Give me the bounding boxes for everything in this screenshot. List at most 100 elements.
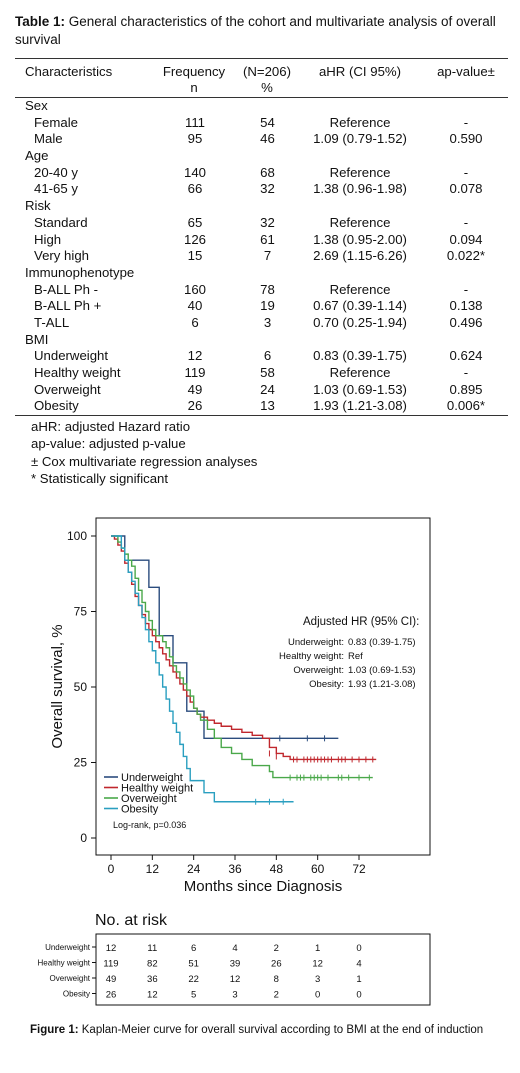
risk-value: 0 [356,990,361,1001]
table-row: 20-40 y 140 68 Reference - [15,165,508,182]
table-note: ± Cox multivariate regression analyses [31,453,258,469]
table-cell: 0.590 [449,131,483,147]
characteristics-table: Characteristics Frequency n (N=206) % aHR (… [15,58,508,417]
table-cell: 2.69 (1.15-6.26) [313,248,407,264]
risk-value: 8 [274,974,279,985]
table-cell: 0.83 (0.39-1.75) [313,348,407,364]
x-tick-label: 60 [311,862,325,876]
table-category-row: Immunophenotype [15,265,508,282]
risk-value: 4 [232,943,237,954]
risk-value: 0 [315,990,320,1001]
risk-value: 12 [106,943,117,954]
risk-value: 22 [188,974,199,985]
table-cell: 1.09 (0.79-1.52) [313,131,407,147]
risk-value: 11 [147,943,157,954]
table-row: Very high 15 7 2.69 (1.15-6.26) 0.022* [15,248,508,265]
table-row: Overweight 49 24 1.03 (0.69-1.53) 0.895 [15,382,508,399]
risk-value: 36 [147,974,158,985]
table-row: Male 95 46 1.09 (0.79-1.52) 0.590 [15,131,508,148]
x-tick-label: 0 [108,862,115,876]
table-category-row: Sex [15,98,508,115]
logrank-annotation: Log-rank, p=0.036 [113,820,186,830]
table-cell: Underweight [34,348,109,364]
table-cell: 6 [191,314,199,330]
risk-value: 4 [356,959,361,970]
table-cell: 0.496 [449,314,483,330]
table-cell: 1.38 (0.96-1.98) [313,181,407,197]
table-cell: B-ALL Ph + [34,298,102,314]
hr-value: 0.83 (0.39-1.75) [348,637,416,648]
legend-label: Overweight [121,793,177,805]
risk-title: No. at risk [95,912,168,929]
risk-value: 0 [356,943,361,954]
table-cell: 6 [263,348,272,364]
table-row: T-ALL 6 3 0.70 (0.25-1.94) 0.496 [15,315,508,332]
risk-value: 49 [106,974,117,985]
table-cell: 58 [260,365,275,380]
hr-value: 1.93 (1.21-3.08) [348,679,416,690]
table-cell: Reference [329,164,391,180]
hr-label: Overweight: [293,665,344,676]
table-cell: 160 [183,281,206,297]
table-note: ap-value: adjusted p-value [31,436,186,452]
table-body: Sex Female 111 54 Reference - Male 95 46 1.09 (0.… [15,98,508,415]
legend-label: Obesity [121,804,159,816]
table-cell: 61 [260,231,275,247]
table-row: Obesity 26 13 1.93 (1.21-3.08) 0.006* [15,398,508,415]
table-cell: 32 [260,214,275,230]
legend-label: Underweight [121,772,183,784]
y-tick-label: 75 [74,605,88,619]
table-cell: Reference [329,214,391,230]
table-cell: - [463,114,469,130]
risk-value: 5 [191,990,196,1001]
table-header-1: Frequency n [162,64,226,95]
km-curve-obesity [111,535,294,803]
figure-caption: Figure 1: Kaplan-Meier curve for overall… [30,1023,500,1038]
y-tick-label: 50 [74,680,88,694]
table-cell: 0.022* [446,248,486,264]
table-row: Underweight 12 6 0.83 (0.39-1.75) 0.624 [15,348,508,365]
table-cell: Risk [25,198,51,214]
y-axis-label: Overall survival, % [49,624,66,748]
risk-value: 12 [312,959,323,970]
x-tick-label: 72 [352,862,366,876]
table-cell: 0.138 [449,298,483,314]
y-tick-label: 0 [80,831,87,845]
table-cell: Male [34,131,63,147]
table-row: Female 111 54 Reference - [15,115,508,132]
table-cell: - [463,281,469,297]
table-cell: 49 [187,381,203,397]
table-cell: 3 [263,314,272,330]
risk-row-label: Overweight [50,974,91,983]
table-cell: 95 [187,131,203,147]
table-row: Healthy weight 119 58 Reference - [15,365,508,382]
risk-value: 2 [274,943,279,954]
table-cell: Standard [34,214,88,230]
table-cell: Obesity [34,398,79,414]
table-notes: aHR: adjusted Hazard ratio ap-value: adju… [31,418,257,487]
table-cell: 20-40 y [34,164,78,180]
risk-value: 1 [315,943,320,954]
table-category-row: Risk [15,198,508,215]
table-cell: Reference [329,114,391,130]
table-cell: 0.70 (0.25-1.94) [313,314,407,330]
table-row: B-ALL Ph - 160 78 Reference - [15,282,508,299]
hr-label: Healthy weight: [279,651,344,662]
table-header-2: (N=206) % [242,64,291,95]
table-cell: 32 [260,181,275,197]
risk-value: 51 [188,959,199,970]
table-cell: Healthy weight [34,365,121,380]
table-cell: - [463,365,469,380]
table-cell: Overweight [34,381,101,397]
table-cell: 1.93 (1.21-3.08) [313,398,407,414]
risk-table-frame [95,933,431,1006]
table-cell: 78 [260,281,275,297]
table-cell: 7 [263,248,272,264]
table-cell: - [463,164,469,180]
table-cell: 68 [260,164,275,180]
table-cell: Age [25,148,49,164]
table-cell: - [463,214,469,230]
risk-row-label: Obesity [63,990,90,999]
table-row: Standard 65 32 Reference - [15,215,508,232]
risk-value: 2 [274,990,279,1001]
